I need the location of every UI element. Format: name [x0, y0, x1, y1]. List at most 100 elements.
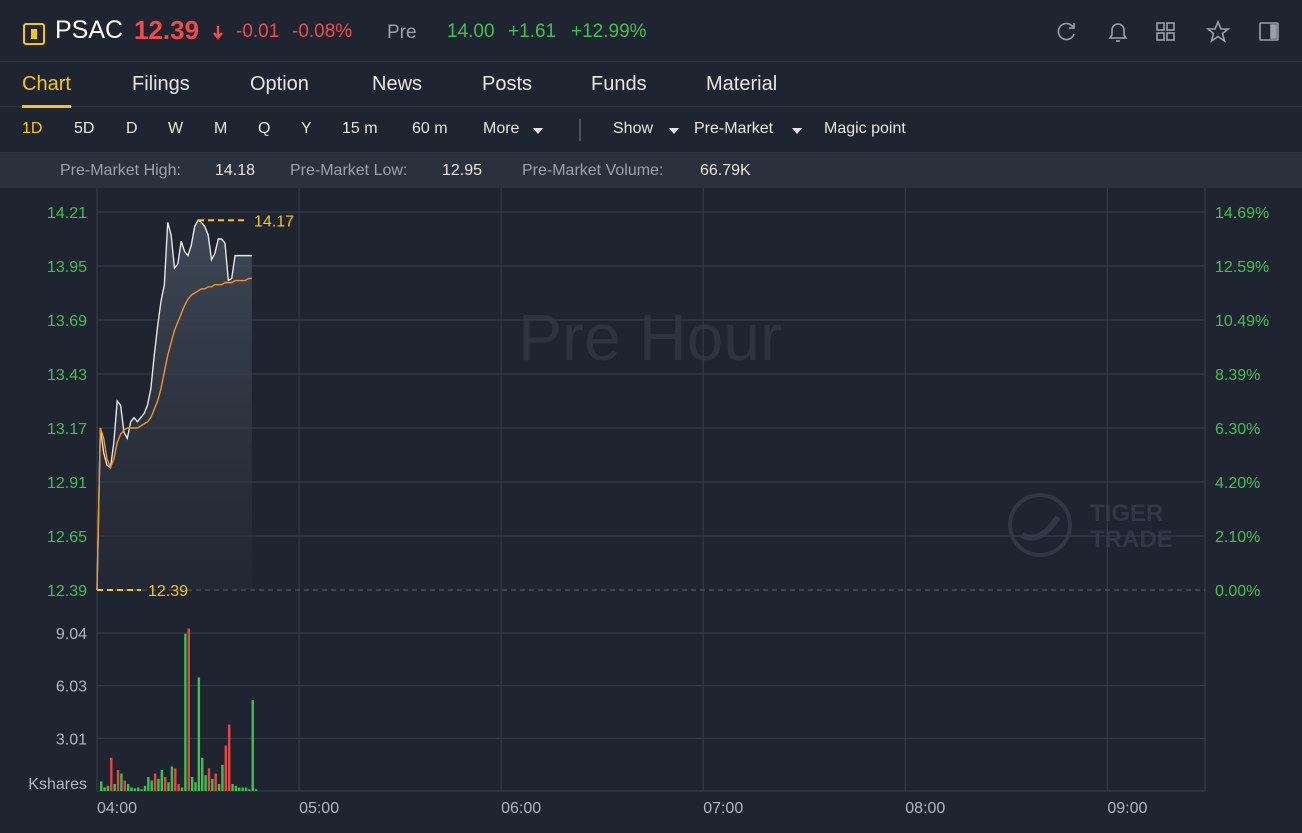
period-button[interactable]: Q	[258, 120, 271, 137]
volume-bar	[137, 787, 140, 791]
stat-label: Pre-Market High:	[60, 162, 181, 179]
y-tick-label: 13.69	[47, 313, 87, 330]
volume-bar	[153, 773, 157, 791]
volume-bar	[113, 784, 116, 791]
y-tick-label: 12.91	[47, 475, 87, 492]
panel-button[interactable]	[1259, 22, 1279, 41]
period-button[interactable]: W	[168, 120, 184, 137]
change-pct: -0.08%	[292, 21, 353, 42]
y2-tick-label: 8.39%	[1215, 367, 1260, 384]
volume-bar	[184, 633, 187, 791]
toolbar-icons	[1057, 20, 1279, 43]
logo-mark	[1020, 515, 1061, 541]
period-button[interactable]: M	[214, 120, 228, 137]
volume-bar	[123, 780, 126, 791]
volume-bar	[238, 787, 241, 791]
volume-bar	[244, 787, 248, 791]
period-button[interactable]: 1D	[22, 120, 43, 137]
volume-bar	[217, 784, 221, 791]
volume-bar	[254, 789, 258, 791]
favorite-button[interactable]	[1205, 20, 1231, 43]
separator	[579, 119, 581, 141]
volume-bar	[194, 782, 197, 791]
price-line	[96, 277, 252, 591]
y-tick-label: 3.01	[56, 731, 87, 748]
stat-value: 12.95	[442, 162, 483, 179]
quote-header: PSAC 12.39 -0.01 -0.08% Pre 14.00 +1.61 …	[0, 0, 1302, 62]
tab[interactable]: News	[372, 73, 423, 95]
x-tick-label: 08:00	[905, 800, 945, 817]
session: Pre	[387, 22, 417, 43]
tab[interactable]: Option	[250, 73, 309, 95]
tab[interactable]: Posts	[482, 73, 533, 95]
volume-bar	[180, 787, 184, 791]
volume-bar	[143, 785, 147, 791]
volume-bar	[187, 628, 190, 791]
tab-bar: Chart Filings Option News Posts Funds Material	[0, 62, 1302, 108]
y-tick-label: 9.04	[56, 626, 87, 643]
volume-bar	[170, 766, 174, 791]
volume-bar	[140, 789, 143, 791]
high-marker-label: 14.17	[254, 213, 294, 230]
volume-bar	[231, 784, 234, 791]
logo-text: TIGER	[1090, 500, 1163, 527]
volume-bar	[163, 777, 167, 791]
price-line	[96, 219, 252, 591]
x-tick-label: 07:00	[703, 800, 743, 817]
volume-bar	[227, 724, 231, 791]
y2-tick-label: 10.49%	[1215, 313, 1269, 330]
watermark: Pre Hour	[518, 300, 782, 374]
magic-point-button[interactable]: Magic point	[824, 120, 906, 137]
volume-bar	[147, 777, 150, 791]
stat-label: Pre-Market Low:	[290, 162, 408, 179]
session-change-pct: +12.99%	[571, 21, 647, 42]
tab[interactable]: Material	[706, 73, 778, 95]
period-button[interactable]: D	[126, 120, 138, 137]
x-tick-label: 09:00	[1107, 800, 1147, 817]
volume-bar	[204, 775, 207, 791]
volume-bar	[197, 677, 201, 791]
tab[interactable]: Chart	[22, 73, 71, 108]
volume-bar	[248, 789, 251, 791]
caret	[533, 128, 543, 134]
tab[interactable]: Funds	[591, 73, 647, 95]
volume-bar	[214, 773, 217, 791]
volume-bar	[150, 780, 153, 791]
period-button[interactable]: 5D	[74, 120, 95, 137]
logo-text: TRADE	[1090, 526, 1173, 553]
period-button[interactable]: 60 m	[412, 120, 448, 137]
volume-bar	[177, 784, 180, 791]
y2-tick-label: 14.69%	[1215, 205, 1269, 222]
x-tick-label: 05:00	[299, 800, 339, 817]
period-button[interactable]: Y	[301, 120, 312, 137]
stat-label: Pre-Market Volume:	[522, 162, 664, 179]
dropdown[interactable]: More	[483, 120, 520, 137]
volume-bar	[241, 787, 244, 791]
session-stats: Pre-Market High: 14.18 Pre-Market Low: 12.9…	[0, 153, 1302, 188]
layout-button[interactable]	[1156, 22, 1175, 41]
logo: TIGER TRADE	[1008, 493, 1173, 557]
dropdown[interactable]: Pre-Market	[694, 120, 774, 137]
volume-bar	[116, 770, 120, 791]
volume-bar	[190, 777, 194, 791]
caret	[669, 128, 679, 134]
tab[interactable]: Filings	[132, 73, 190, 95]
stat-value: 66.79K	[700, 162, 751, 179]
volume-bar	[251, 700, 254, 791]
x-tick-label: 04:00	[97, 800, 137, 817]
dropdown[interactable]: Show	[613, 120, 654, 137]
volume-bar	[103, 787, 106, 791]
alert-button[interactable]	[1108, 23, 1128, 42]
volume-bar	[221, 764, 224, 791]
x-tick-label: 06:00	[501, 800, 541, 817]
y-tick-label: 12.39	[47, 583, 87, 600]
volume-bar	[201, 757, 204, 791]
volume-bar	[120, 773, 123, 791]
price-area	[97, 220, 252, 591]
period-button[interactable]: 15 m	[342, 120, 378, 137]
volume-axis-label: Kshares	[28, 776, 87, 793]
y-tick-label: 14.21	[47, 205, 87, 222]
volume-bar	[100, 781, 103, 791]
refresh-button[interactable]	[1057, 22, 1075, 41]
down-arrow	[213, 26, 223, 40]
